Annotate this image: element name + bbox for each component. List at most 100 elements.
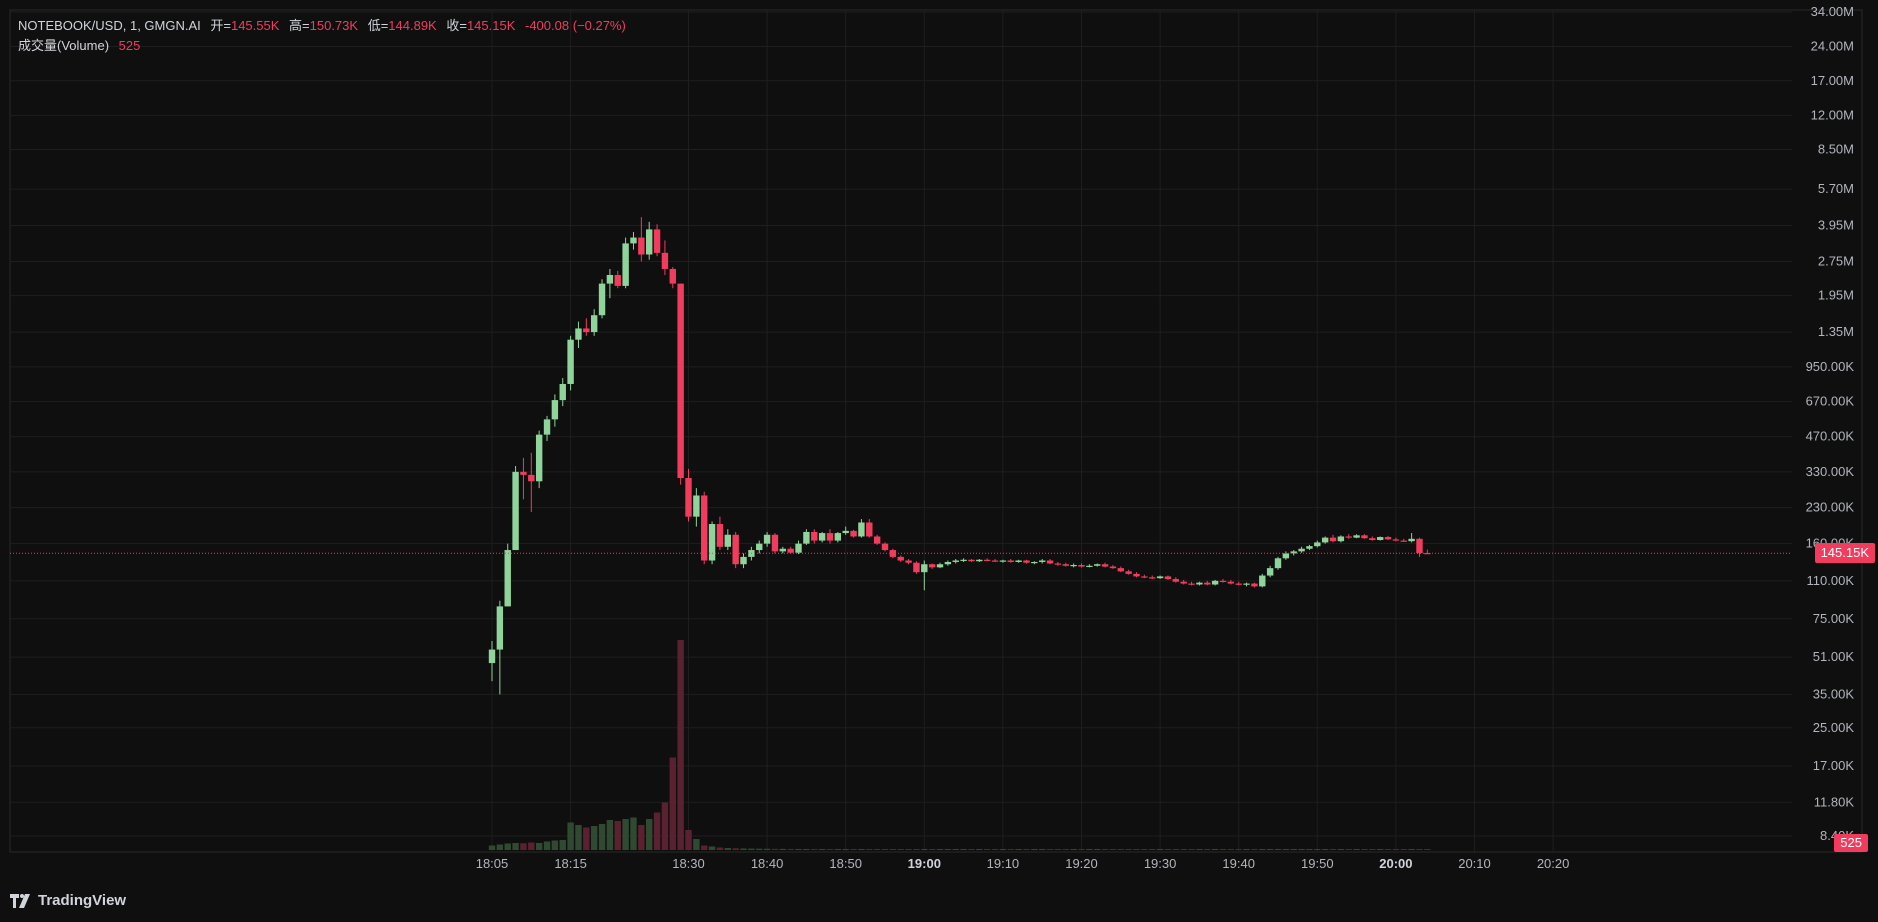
candle[interactable]: [724, 529, 731, 551]
candle[interactable]: [1054, 561, 1062, 566]
candle[interactable]: [535, 430, 543, 489]
candle[interactable]: [646, 221, 653, 260]
candle[interactable]: [716, 516, 724, 551]
candle[interactable]: [811, 529, 818, 544]
candle[interactable]: [976, 559, 983, 562]
candle[interactable]: [756, 540, 763, 554]
candle[interactable]: [913, 561, 920, 574]
candle[interactable]: [1070, 563, 1077, 568]
candle[interactable]: [614, 270, 621, 289]
candle[interactable]: [897, 555, 904, 562]
candle[interactable]: [1188, 581, 1195, 586]
candle[interactable]: [638, 217, 645, 262]
candle[interactable]: [622, 237, 629, 289]
candle[interactable]: [732, 531, 739, 569]
candle[interactable]: [1424, 549, 1431, 555]
candle[interactable]: [1219, 579, 1227, 583]
candle[interactable]: [520, 457, 527, 500]
candle[interactable]: [528, 452, 535, 513]
candle[interactable]: [905, 559, 912, 565]
candle[interactable]: [866, 519, 873, 538]
candle[interactable]: [1400, 538, 1407, 542]
candle[interactable]: [598, 279, 606, 319]
candle[interactable]: [1259, 573, 1266, 588]
candle[interactable]: [787, 546, 794, 554]
candle[interactable]: [661, 240, 669, 275]
candle[interactable]: [1109, 565, 1117, 569]
candle[interactable]: [1078, 563, 1085, 568]
candle[interactable]: [968, 559, 975, 562]
candle[interactable]: [512, 465, 519, 551]
candle[interactable]: [1298, 546, 1305, 553]
candle[interactable]: [1416, 537, 1423, 557]
candle[interactable]: [1023, 559, 1030, 564]
candle[interactable]: [1101, 562, 1109, 568]
candle[interactable]: [740, 553, 747, 569]
candle[interactable]: [834, 531, 842, 543]
candle[interactable]: [1369, 536, 1376, 541]
candle[interactable]: [795, 540, 802, 555]
candle[interactable]: [1306, 544, 1313, 551]
candle[interactable]: [575, 321, 582, 348]
candle[interactable]: [669, 267, 676, 289]
candle[interactable]: [763, 531, 771, 547]
candle[interactable]: [1384, 535, 1392, 540]
candle[interactable]: [1086, 564, 1093, 568]
candle[interactable]: [881, 542, 889, 552]
candle[interactable]: [488, 640, 496, 682]
candle[interactable]: [1172, 577, 1180, 583]
candle[interactable]: [1180, 579, 1187, 585]
candle[interactable]: [693, 488, 700, 527]
candle[interactable]: [1353, 534, 1360, 539]
candle[interactable]: [504, 543, 511, 607]
candle[interactable]: [1408, 533, 1415, 543]
candle[interactable]: [1149, 575, 1156, 580]
candle[interactable]: [583, 318, 590, 336]
candle[interactable]: [803, 529, 810, 545]
candle[interactable]: [1243, 582, 1250, 587]
tradingview-logo[interactable]: TradingView: [10, 892, 126, 909]
candle[interactable]: [685, 468, 692, 522]
candle[interactable]: [1094, 563, 1101, 567]
candle[interactable]: [543, 415, 551, 442]
candle[interactable]: [1117, 566, 1124, 573]
candle[interactable]: [1314, 540, 1321, 548]
candle[interactable]: [928, 563, 936, 569]
candle[interactable]: [1125, 569, 1132, 575]
candle[interactable]: [1039, 559, 1046, 564]
candle[interactable]: [1392, 537, 1400, 542]
candle[interactable]: [496, 600, 504, 695]
candle[interactable]: [1227, 579, 1235, 585]
candle[interactable]: [1007, 559, 1014, 563]
candle[interactable]: [1156, 575, 1164, 580]
candle[interactable]: [960, 558, 967, 562]
candle[interactable]: [1235, 581, 1242, 586]
candle[interactable]: [708, 521, 716, 565]
candle[interactable]: [1133, 572, 1140, 578]
candle[interactable]: [1282, 551, 1290, 560]
candle[interactable]: [983, 558, 991, 562]
candle[interactable]: [1345, 534, 1352, 539]
candle[interactable]: [1290, 550, 1297, 556]
candle[interactable]: [653, 224, 661, 257]
candle[interactable]: [818, 531, 826, 543]
candle[interactable]: [850, 529, 857, 538]
candle[interactable]: [1204, 580, 1211, 586]
candle[interactable]: [1164, 575, 1172, 580]
candle[interactable]: [701, 491, 708, 565]
candle[interactable]: [873, 534, 881, 545]
candle[interactable]: [1062, 562, 1069, 567]
candle[interactable]: [771, 533, 779, 554]
candle[interactable]: [1337, 535, 1345, 543]
candle[interactable]: [1015, 559, 1022, 563]
candle[interactable]: [1211, 579, 1219, 586]
candle[interactable]: [551, 394, 559, 427]
candle[interactable]: [630, 232, 637, 250]
candle[interactable]: [1274, 556, 1282, 570]
candle[interactable]: [1329, 534, 1337, 543]
candle[interactable]: [826, 529, 834, 544]
candle[interactable]: [606, 268, 614, 299]
candle[interactable]: [590, 309, 598, 336]
candle[interactable]: [567, 335, 574, 391]
candle[interactable]: [1266, 565, 1274, 578]
